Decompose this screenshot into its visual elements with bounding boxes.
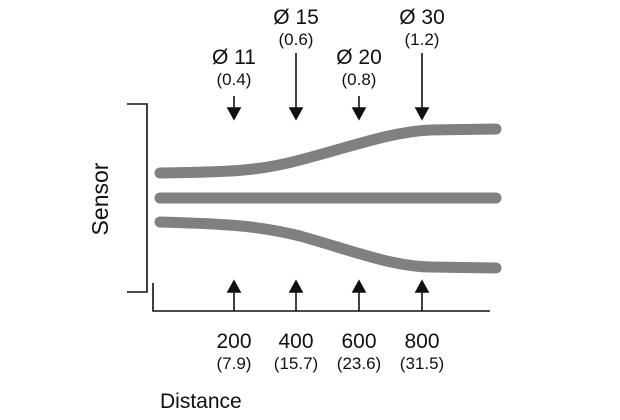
diameter-label: Ø 15 (0.6)	[273, 6, 319, 49]
distance-axis	[152, 283, 490, 312]
arrow-down-icon	[226, 96, 242, 121]
sensor-label: Sensor	[87, 162, 113, 236]
distance-tick-label: 800 (31.5)	[399, 330, 445, 373]
beam-upper-edge	[154, 123, 502, 179]
distance-axis-title: Distance	[160, 390, 242, 413]
arrow-down-icon	[414, 53, 430, 121]
beam-lower-edge	[154, 216, 502, 274]
arrow-up-icon	[288, 279, 304, 311]
arrow-up-icon	[414, 279, 430, 311]
arrow-down-icon	[288, 53, 304, 121]
arrow-up-icon	[226, 279, 242, 311]
arrow-down-icon	[351, 96, 367, 121]
diameter-label: Ø 11 (0.4)	[212, 46, 256, 89]
arrow-up-icon	[351, 279, 367, 311]
distance-tick-label: 600 (23.6)	[336, 330, 382, 373]
diameter-label: Ø 20 (0.8)	[336, 46, 382, 89]
diameter-label: Ø 30 (1.2)	[399, 6, 445, 49]
distance-tick-label: 400 (15.7)	[273, 330, 319, 373]
distance-tick-label: 200 (7.9)	[216, 330, 252, 373]
sensor-bracket	[127, 103, 148, 293]
